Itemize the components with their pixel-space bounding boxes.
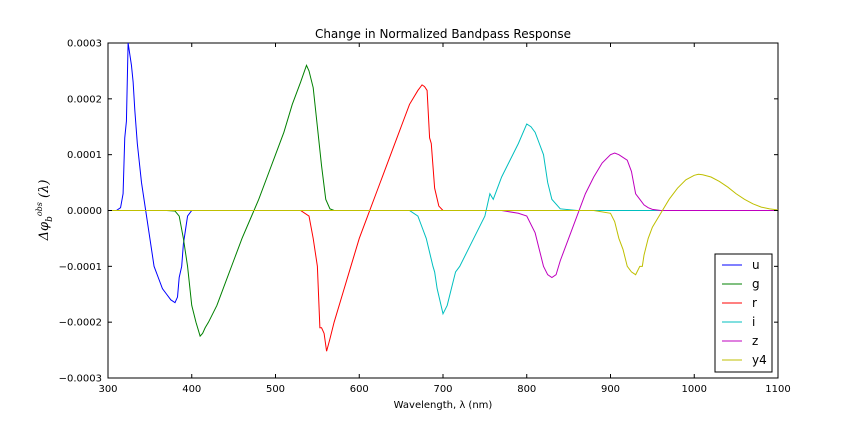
- legend-label-u: u: [752, 258, 760, 272]
- x-tick-label: 300: [98, 384, 117, 395]
- legend-label-r: r: [752, 296, 757, 310]
- y-tick-label: 0.0003: [67, 39, 102, 50]
- series-line-r: [108, 84, 778, 352]
- x-tick-label: 1100: [765, 384, 790, 395]
- x-axis-label: Wavelength, λ (nm): [394, 400, 493, 411]
- x-tick-label: 1000: [682, 384, 707, 395]
- legend-label-i: i: [752, 315, 755, 329]
- series-line-y4: [108, 173, 779, 276]
- y-tick-label: −0.0003: [59, 374, 102, 385]
- x-tick-label: 600: [350, 384, 369, 395]
- legend-label-g: g: [752, 277, 760, 291]
- legend-label-y4: y4: [752, 353, 767, 367]
- ticks-layer: 300 400 500 600 700 800 900 1000 1100 −0.0003 −0.0…: [59, 39, 791, 396]
- svg-text:Δφbobs (λ): Δφbobs (λ): [35, 180, 55, 242]
- x-tick-label: 700: [433, 384, 452, 395]
- y-tick-label: −0.0001: [59, 262, 102, 273]
- series-layer: [108, 42, 779, 352]
- series-line-z: [108, 152, 778, 279]
- y-axis-label: Δφbobs (λ): [35, 180, 55, 242]
- y-tick-label: 0.0002: [67, 94, 102, 105]
- series-line-g: [108, 63, 778, 338]
- y-tick-label: 0.0000: [67, 206, 102, 217]
- legend-label-z: z: [752, 334, 758, 348]
- x-tick-label: 900: [601, 384, 620, 395]
- x-tick-label: 500: [266, 384, 285, 395]
- x-tick-label: 800: [517, 384, 536, 395]
- legend-box: [714, 253, 773, 373]
- y-tick-label: 0.0001: [67, 150, 102, 161]
- chart-title: Change in Normalized Bandpass Response: [315, 27, 571, 41]
- series-line-i: [108, 123, 778, 316]
- x-tick-label: 400: [182, 384, 201, 395]
- y-tick-label: −0.0002: [59, 318, 102, 329]
